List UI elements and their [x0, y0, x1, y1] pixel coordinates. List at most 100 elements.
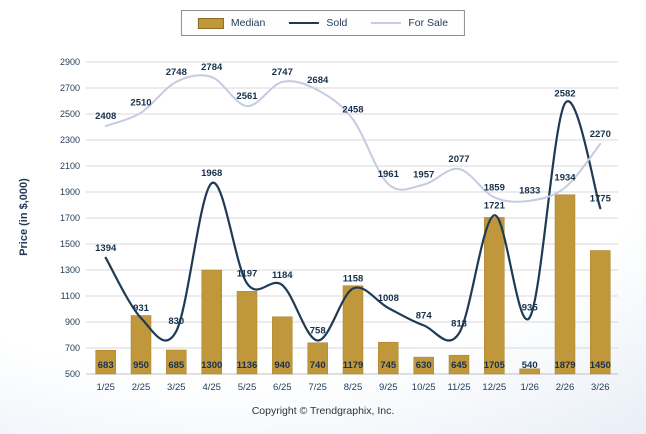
y-axis-tick: 2500: [60, 109, 80, 119]
for-sale-value-label: 2684: [307, 75, 329, 86]
for-sale-line: [104, 74, 602, 203]
median-bar-value-label: 740: [310, 360, 326, 371]
y-axis-title: Price (in $,000): [18, 178, 30, 256]
median-bar: [307, 342, 328, 375]
for-sale-value-label: 2784: [201, 62, 223, 73]
x-axis-label: 3/25: [167, 382, 186, 393]
median-bar-value-label: 540: [522, 360, 538, 371]
x-axis-label: 5/25: [238, 382, 257, 393]
median-bar: [484, 217, 505, 375]
x-axis-label: 3/26: [591, 382, 610, 393]
y-axis-tick: 1700: [60, 213, 80, 223]
y-axis-tick: 1300: [60, 265, 80, 275]
median-swatch-icon: [197, 17, 224, 29]
median-bar: [342, 285, 364, 375]
median-bar-value-label: 950: [133, 360, 149, 371]
sold-value-label: 758: [310, 326, 326, 337]
x-axis-label: 1/25: [96, 382, 115, 393]
median-bar-value-label: 683: [98, 360, 114, 371]
x-axis-label: 6/25: [273, 382, 292, 393]
x-axis-label: 8/25: [344, 382, 363, 393]
median-bar-value-label: 1879: [554, 360, 575, 371]
median-bar: [272, 316, 293, 375]
median-bar-value-label: 1136: [237, 360, 258, 371]
median-bar: [166, 349, 187, 375]
median-bar: [448, 354, 470, 375]
x-axis-label: 10/25: [412, 382, 436, 393]
median-bar-value-label: 630: [416, 360, 432, 371]
sold-value-label: 931: [133, 303, 150, 314]
median-bar: [130, 315, 152, 375]
x-axis-label: 7/25: [308, 382, 327, 393]
x-axis-label: 4/25: [202, 382, 221, 393]
for-sale-value-label: 1859: [484, 182, 505, 193]
sold-value-label: 874: [416, 310, 433, 321]
y-axis-tick: 500: [65, 369, 80, 379]
median-bar: [590, 250, 611, 375]
x-axis-label: 2/25: [132, 382, 151, 393]
copyright-text: Copyright © Trendgraphix, Inc.: [251, 405, 395, 417]
sold-value-label: 1775: [590, 193, 612, 204]
median-bar-value-label: 1179: [343, 360, 364, 371]
for-sale-line-swatch-icon: [371, 22, 402, 24]
y-axis-tick: 2300: [60, 135, 80, 145]
median-bar: [201, 269, 222, 375]
median-bar-value-label: 645: [451, 360, 468, 371]
sold-line: [104, 100, 602, 342]
x-axis-label: 12/25: [482, 382, 506, 393]
median-bar: [554, 194, 576, 375]
for-sale-value-label: 2748: [166, 67, 187, 78]
sold-value-label: 1197: [237, 268, 258, 279]
sold-line-swatch-icon: [289, 22, 320, 24]
median-bar-value-label: 1705: [484, 360, 506, 371]
sold-value-label: 1968: [201, 168, 222, 179]
median-bar-value-label: 685: [168, 360, 185, 371]
y-axis-tick: 900: [65, 317, 80, 327]
legend-label-sold: Sold: [326, 17, 348, 29]
x-axis-label: 1/26: [520, 382, 539, 393]
for-sale-value-label: 1957: [413, 170, 434, 181]
for-sale-value-label: 2458: [342, 105, 363, 116]
sold-value-label: 813: [451, 318, 467, 329]
sold-value-label: 1394: [95, 243, 117, 254]
for-sale-value-label: 2270: [590, 129, 611, 140]
median-bar-value-label: 1300: [201, 360, 222, 371]
for-sale-value-label: 2408: [95, 111, 116, 122]
sold-value-label: 1008: [378, 293, 399, 304]
median-bar: [95, 349, 116, 375]
for-sale-value-label: 1833: [519, 186, 540, 197]
sold-value-label: 935: [522, 303, 539, 314]
legend-item-for-sale: For Sale: [371, 17, 448, 29]
median-bar: [519, 368, 540, 375]
median-bar: [236, 291, 258, 375]
y-axis-tick: 2100: [60, 161, 80, 171]
x-axis-label: 9/25: [379, 382, 398, 393]
legend-label-median: Median: [230, 17, 266, 29]
for-sale-value-label: 2747: [272, 67, 293, 78]
x-axis-label: 2/26: [556, 382, 575, 393]
for-sale-value-label: 2561: [236, 91, 258, 102]
legend-item-sold: Sold: [289, 17, 347, 29]
y-axis-tick: 2700: [60, 83, 80, 93]
legend-item-median: Median: [197, 17, 266, 29]
y-axis-tick: 1900: [60, 187, 80, 197]
median-bar-value-label: 1450: [590, 360, 611, 371]
sold-value-label: 1184: [272, 270, 293, 281]
median-bar-value-label: 745: [380, 360, 397, 371]
median-bar-value-label: 940: [274, 360, 290, 371]
median-bar: [378, 341, 399, 375]
for-sale-value-label: 2510: [130, 98, 151, 109]
chart-legend: Median Sold For Sale: [180, 10, 466, 36]
legend-label-for-sale: For Sale: [408, 17, 449, 29]
sold-value-label: 2582: [554, 88, 575, 99]
y-axis-tick: 2900: [60, 57, 80, 67]
y-axis-tick: 700: [65, 343, 80, 353]
x-axis-label: 11/25: [447, 382, 470, 393]
for-sale-value-label: 1961: [378, 169, 400, 180]
sold-value-label: 830: [168, 316, 184, 327]
sold-value-label: 1721: [484, 200, 506, 211]
sold-value-label: 1158: [343, 274, 364, 285]
for-sale-value-label: 2077: [448, 154, 469, 165]
